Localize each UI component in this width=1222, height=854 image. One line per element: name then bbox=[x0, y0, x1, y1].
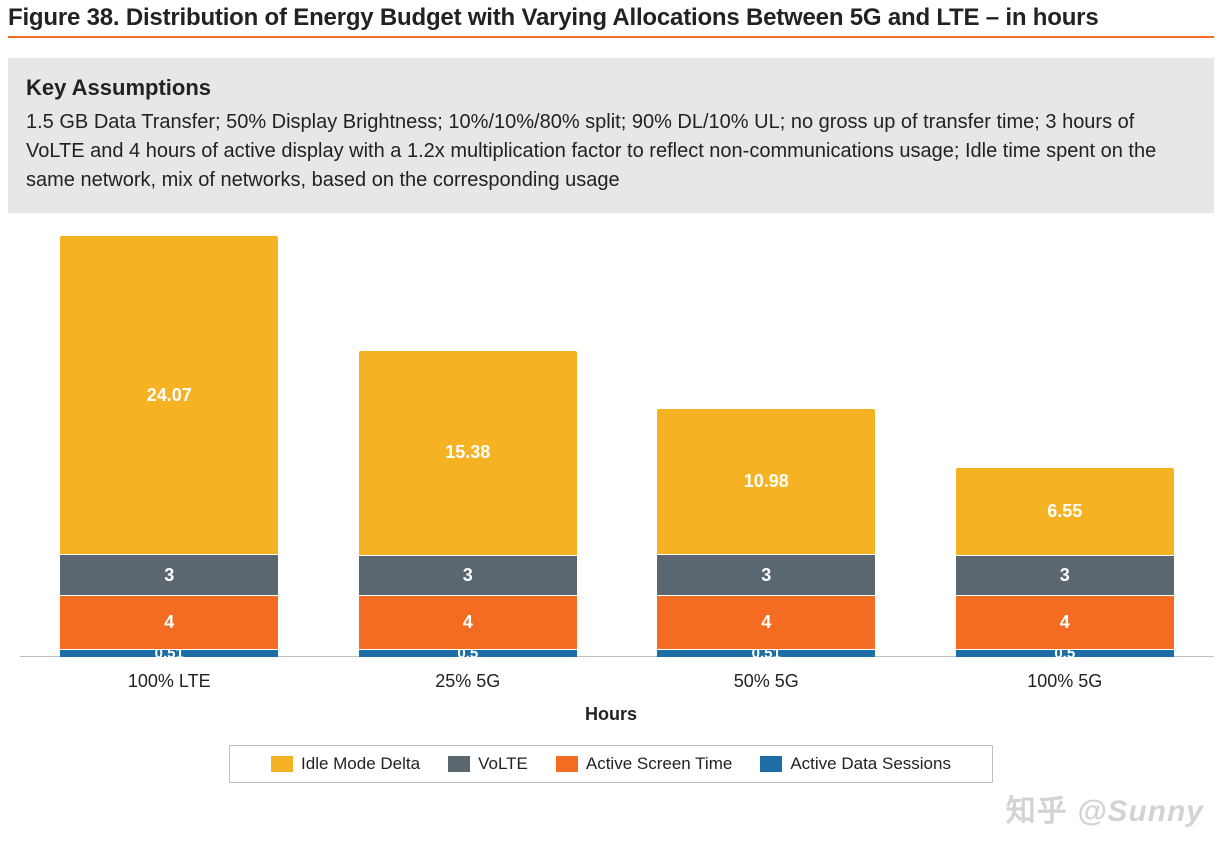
bar-segment-screen: 4 bbox=[956, 596, 1174, 649]
watermark-zh: 知乎 bbox=[1006, 795, 1068, 828]
legend-label: Idle Mode Delta bbox=[301, 754, 420, 774]
chart-x-label: 100% LTE bbox=[20, 671, 319, 692]
bar-segment-data: 0.5 bbox=[359, 650, 577, 657]
bar-segment-idle: 15.38 bbox=[359, 351, 577, 555]
bar-segment-screen: 4 bbox=[359, 596, 577, 649]
chart-x-label: 50% 5G bbox=[617, 671, 916, 692]
legend-item-idle: Idle Mode Delta bbox=[271, 754, 420, 774]
legend-label: Active Screen Time bbox=[586, 754, 732, 774]
bar-segment-volte: 3 bbox=[359, 556, 577, 596]
chart: 24.07340.5115.38340.510.98340.516.55340.… bbox=[8, 239, 1214, 719]
bar-segment-data: 0.51 bbox=[657, 650, 875, 657]
bar-segment-idle: 10.98 bbox=[657, 409, 875, 554]
figure-rule bbox=[8, 36, 1214, 38]
page: Figure 38. Distribution of Energy Budget… bbox=[0, 0, 1222, 854]
bar-segment-screen: 4 bbox=[60, 596, 278, 649]
bar-segment-screen: 4 bbox=[657, 596, 875, 649]
chart-column: 10.98340.51 bbox=[617, 409, 916, 657]
chart-column: 24.07340.51 bbox=[20, 236, 319, 657]
legend-item-screen: Active Screen Time bbox=[556, 754, 732, 774]
chart-bar-stack: 6.55340.5 bbox=[956, 468, 1174, 657]
bar-segment-volte: 3 bbox=[60, 555, 278, 595]
figure-title: Figure 38. Distribution of Energy Budget… bbox=[8, 4, 1214, 32]
bar-segment-idle: 24.07 bbox=[60, 236, 278, 555]
legend-item-volte: VoLTE bbox=[448, 754, 528, 774]
assumptions-heading: Key Assumptions bbox=[26, 72, 1196, 104]
bar-segment-volte: 3 bbox=[956, 556, 1174, 596]
legend-swatch bbox=[448, 756, 470, 772]
chart-column: 15.38340.5 bbox=[319, 351, 618, 657]
chart-legend: Idle Mode Delta VoLTE Active Screen Time Ac… bbox=[229, 745, 993, 783]
chart-bar-stack: 15.38340.5 bbox=[359, 351, 577, 657]
chart-x-label: 25% 5G bbox=[319, 671, 618, 692]
legend-label: VoLTE bbox=[478, 754, 528, 774]
chart-bar-stack: 10.98340.51 bbox=[657, 409, 875, 657]
legend-swatch bbox=[271, 756, 293, 772]
bar-segment-idle: 6.55 bbox=[956, 468, 1174, 555]
legend-swatch bbox=[760, 756, 782, 772]
legend-swatch bbox=[556, 756, 578, 772]
bar-segment-volte: 3 bbox=[657, 555, 875, 595]
chart-x-labels: 100% LTE25% 5G50% 5G100% 5G bbox=[20, 671, 1214, 692]
legend-label: Active Data Sessions bbox=[790, 754, 951, 774]
chart-x-axis-title: Hours bbox=[8, 704, 1214, 725]
chart-bar-stack: 24.07340.51 bbox=[60, 236, 278, 657]
chart-x-label: 100% 5G bbox=[916, 671, 1215, 692]
watermark: 知乎 @Sunny bbox=[1006, 786, 1204, 830]
chart-column: 6.55340.5 bbox=[916, 468, 1215, 657]
legend-item-data: Active Data Sessions bbox=[760, 754, 951, 774]
chart-plot: 24.07340.5115.38340.510.98340.516.55340.… bbox=[20, 239, 1214, 657]
assumptions-box: Key Assumptions 1.5 GB Data Transfer; 50… bbox=[8, 58, 1214, 213]
bar-segment-data: 0.5 bbox=[956, 650, 1174, 657]
watermark-at: @Sunny bbox=[1077, 795, 1204, 828]
bar-segment-data: 0.51 bbox=[60, 650, 278, 657]
assumptions-body: 1.5 GB Data Transfer; 50% Display Bright… bbox=[26, 108, 1196, 195]
